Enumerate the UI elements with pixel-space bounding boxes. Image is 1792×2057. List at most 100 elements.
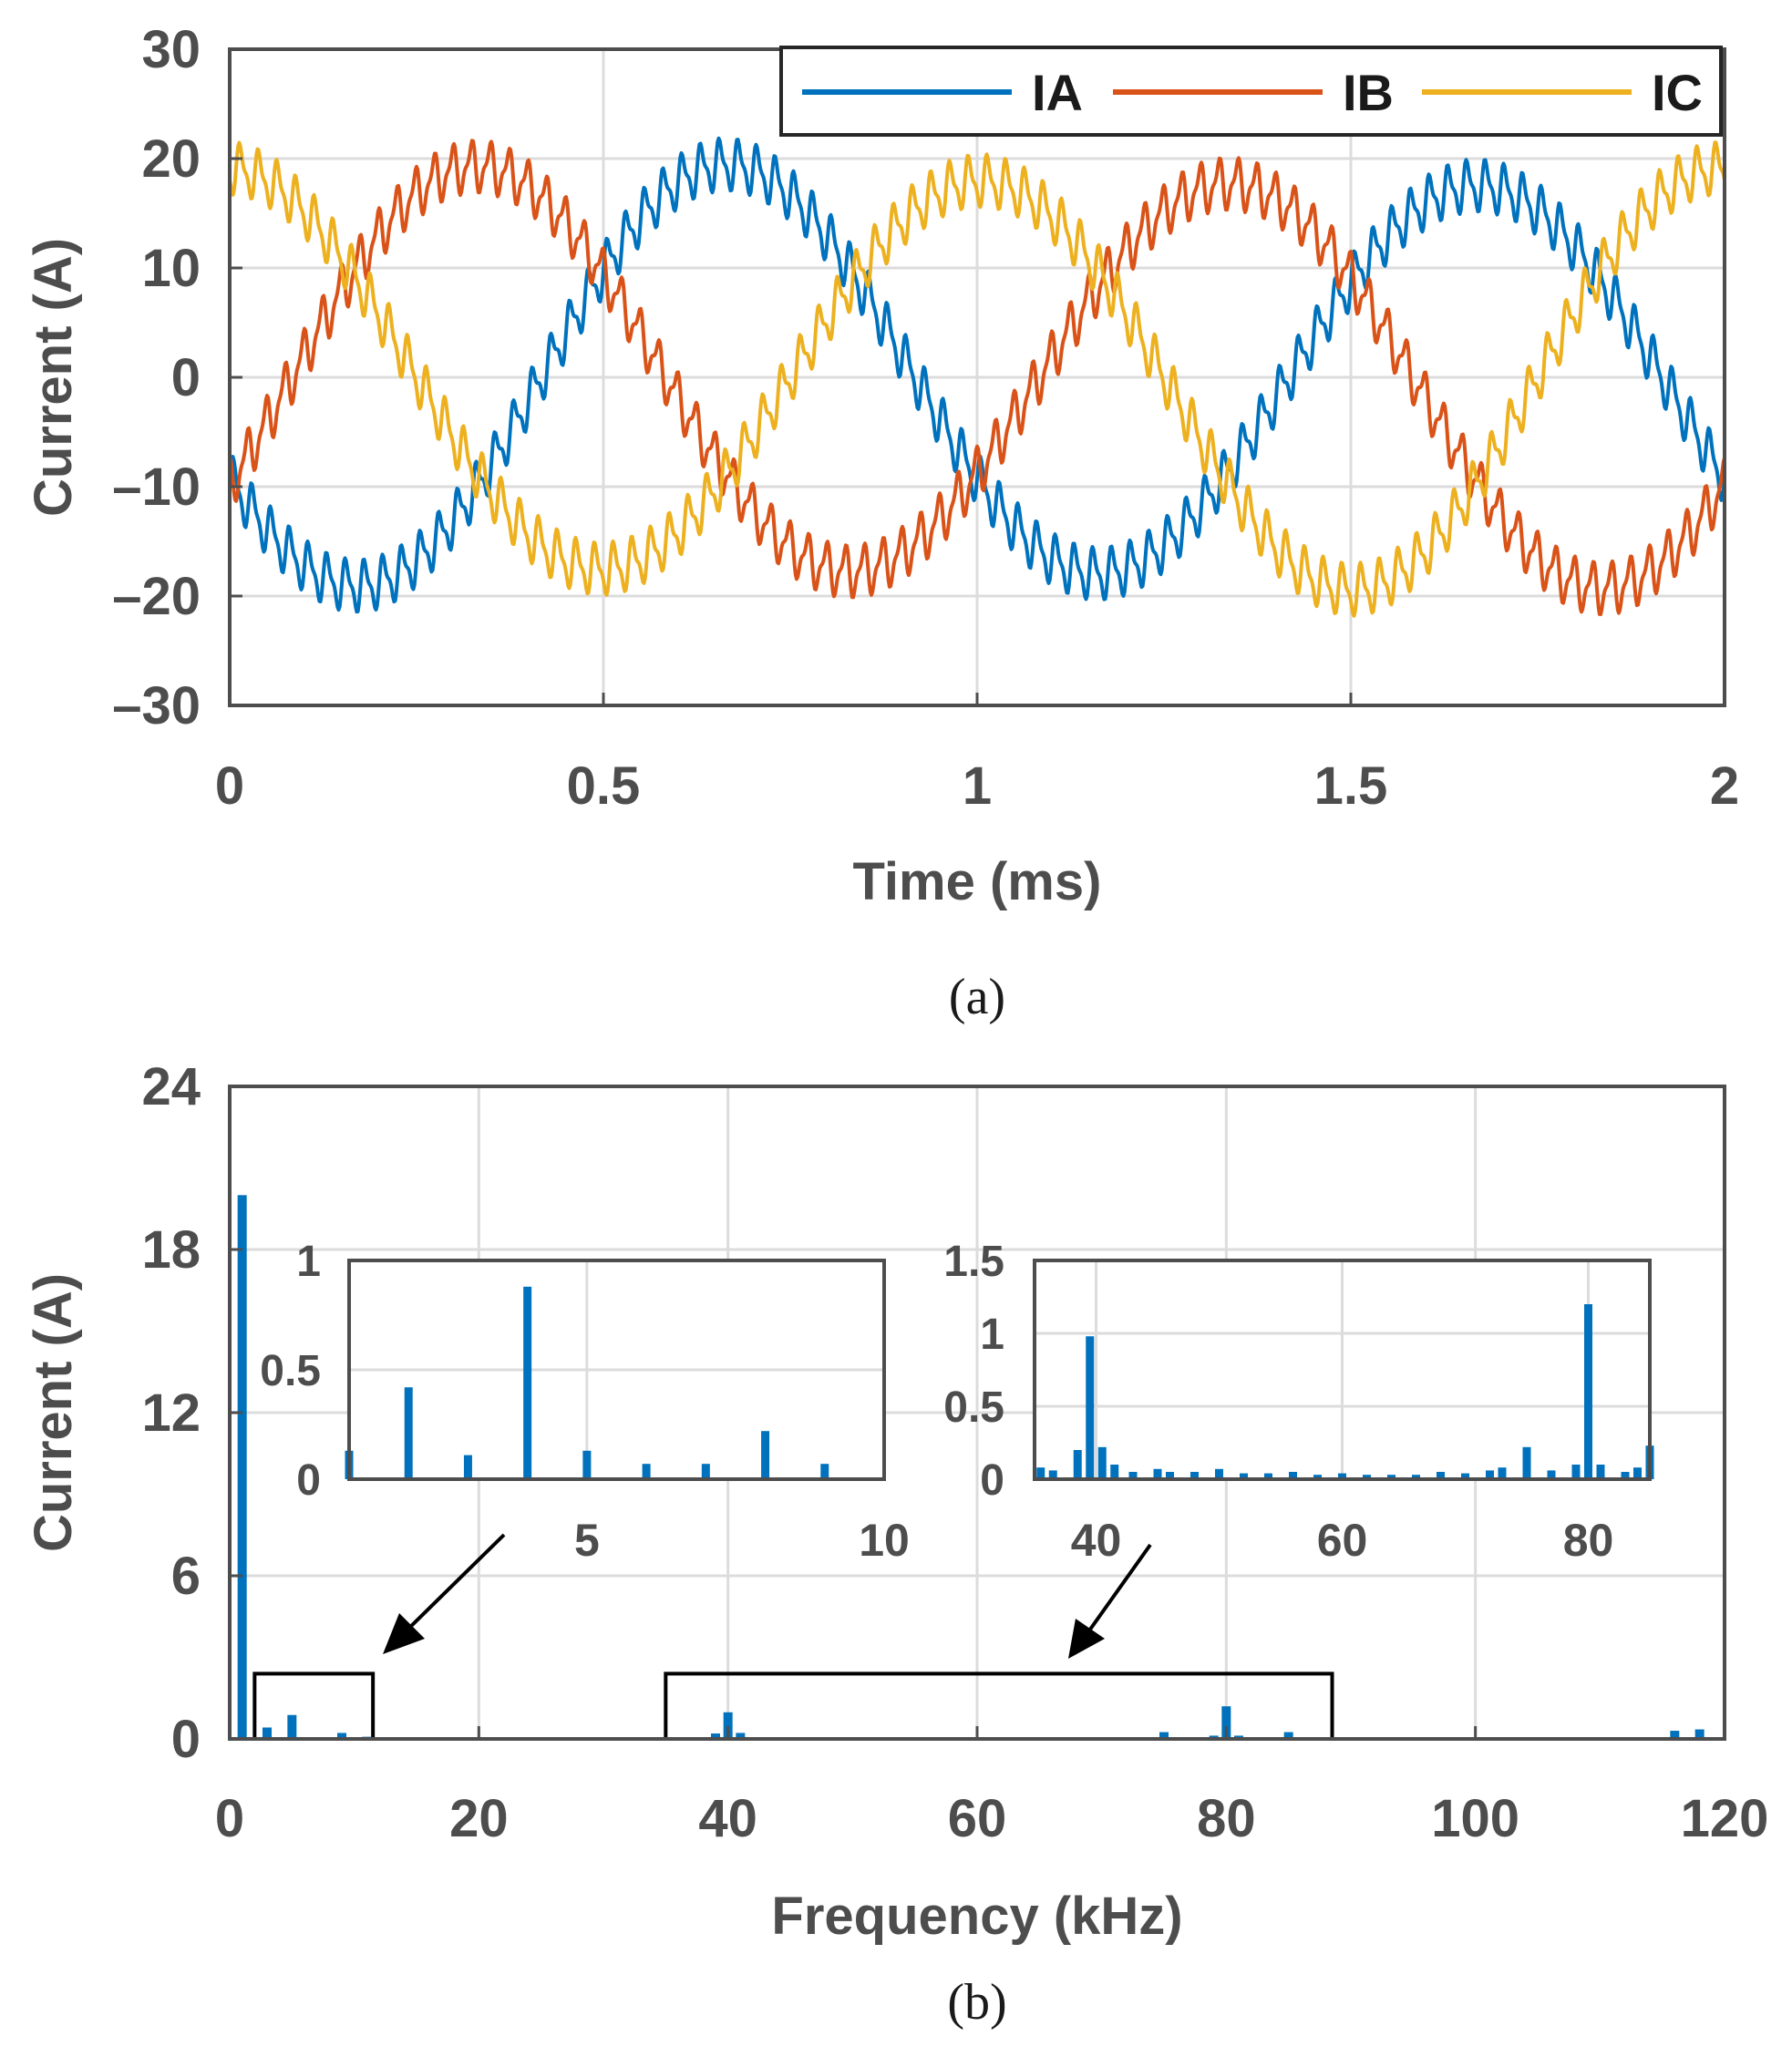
inset-bar xyxy=(463,1455,472,1479)
inset-ytick-label: 1 xyxy=(296,1238,321,1286)
inset-ytick-label: 0 xyxy=(296,1456,321,1505)
inset-bar xyxy=(1584,1304,1592,1479)
chart-b-xtick-label: 60 xyxy=(948,1789,1007,1848)
inset-bar xyxy=(1437,1472,1445,1479)
chart-b-ytick-label: 12 xyxy=(141,1383,201,1443)
inset-frame xyxy=(1033,1259,1652,1481)
inset-ytick-label: 0 xyxy=(980,1456,1004,1505)
inset-ytick-label: 0.5 xyxy=(943,1383,1004,1432)
chart-a-caption: (a) xyxy=(949,969,1005,1025)
spectrum-bar xyxy=(1283,1732,1293,1739)
zoom-arrows xyxy=(383,1533,1152,1659)
inset-bar xyxy=(1387,1475,1395,1479)
chart-a-xtick-label: 0.5 xyxy=(567,756,641,816)
spectrum-bar xyxy=(337,1733,346,1739)
chart-a-xtick-label: 0 xyxy=(215,756,244,816)
inset-bar xyxy=(1338,1473,1346,1479)
inset-bar xyxy=(820,1464,829,1479)
inset-bar xyxy=(701,1464,710,1479)
chart-b-zoom-boxes xyxy=(252,1671,1334,1742)
arrow-right-shaft xyxy=(1086,1543,1152,1635)
inset-bar xyxy=(761,1431,770,1479)
inset-bar xyxy=(1461,1473,1469,1479)
chart-a-ytick-label: 10 xyxy=(141,239,201,298)
inset-bar xyxy=(1086,1336,1095,1479)
spectrum-bar xyxy=(1694,1729,1704,1739)
inset-ytick-label: 1.5 xyxy=(943,1238,1004,1286)
inset-bar xyxy=(1048,1470,1057,1479)
spectrum-bar xyxy=(263,1727,272,1739)
chart-a-xtick-label: 1 xyxy=(963,756,992,816)
inset-bar xyxy=(523,1286,532,1479)
arrow-left-shaft xyxy=(399,1533,506,1638)
chart-a: 0 0.5 1 1.5 2 –30 –20 –10 0 10 20 30 IA IB IC Current… xyxy=(24,20,1739,1025)
inset-bar xyxy=(1190,1472,1199,1479)
chart-b-caption: (b) xyxy=(947,1974,1006,2031)
inset-high-frequency: 40 60 80 0 0.5 1 1.5 xyxy=(943,1238,1654,1566)
zoom-box-1 xyxy=(252,1671,376,1742)
chart-a-xlabel: Time (ms) xyxy=(853,852,1102,911)
chart-b-ytick-label: 0 xyxy=(171,1710,201,1769)
chart-a-ytick-label: –20 xyxy=(112,567,201,626)
inset-bar xyxy=(1240,1473,1248,1479)
legend-label-ia: IA xyxy=(1032,64,1083,121)
inset-bar xyxy=(1215,1468,1223,1479)
inset-bar xyxy=(1153,1468,1162,1479)
inset-bar xyxy=(1621,1472,1630,1479)
spectrum-bar xyxy=(287,1714,297,1739)
inset-bar xyxy=(1097,1446,1107,1479)
inset-bar xyxy=(1363,1475,1371,1479)
chart-b-ytick-label: 18 xyxy=(141,1220,201,1280)
spectrum-bar xyxy=(1159,1732,1169,1739)
series-line-ic xyxy=(228,140,1726,618)
chart-b-xtick-label: 0 xyxy=(215,1789,244,1848)
inset-bar xyxy=(1073,1450,1082,1479)
inset-bar xyxy=(1522,1446,1531,1479)
inset-bar xyxy=(1571,1465,1581,1479)
inset-bar xyxy=(582,1450,592,1479)
chart-a-series xyxy=(228,136,1726,618)
inset-xtick-label: 60 xyxy=(1317,1515,1368,1566)
chart-b-xtick-label: 40 xyxy=(698,1789,757,1848)
inset-low-frequency: 5 10 0 0.5 1 xyxy=(260,1238,910,1566)
inset-xtick-label: 10 xyxy=(859,1515,910,1566)
inset-bar xyxy=(1166,1472,1174,1479)
inset-bar xyxy=(642,1464,651,1479)
inset-bar xyxy=(1486,1470,1494,1479)
inset-frame xyxy=(347,1259,886,1481)
chart-b-ylabel: Current (A) xyxy=(24,1273,83,1552)
inset-xtick-label: 40 xyxy=(1071,1515,1122,1566)
inset-bar xyxy=(1412,1475,1420,1479)
chart-a-ytick-label: 20 xyxy=(141,129,201,189)
chart-b-xtick-label: 100 xyxy=(1431,1789,1519,1848)
chart-a-ytick-label: 0 xyxy=(171,348,201,407)
inset-bar xyxy=(404,1387,413,1479)
spectrum-bar xyxy=(711,1733,720,1739)
inset-bar xyxy=(1547,1470,1556,1479)
inset-ytick-label: 0.5 xyxy=(260,1347,321,1395)
inset-bar xyxy=(1633,1467,1642,1479)
chart-a-ticks: 0 0.5 1 1.5 2 –30 –20 –10 0 10 20 30 xyxy=(112,20,1739,816)
spectrum-bar xyxy=(723,1712,733,1739)
chart-a-ylabel: Current (A) xyxy=(24,238,83,517)
legend-label-ic: IC xyxy=(1652,64,1703,121)
zoom-box-2 xyxy=(664,1671,1334,1742)
inset-ytick-label: 1 xyxy=(980,1311,1004,1359)
spectrum-bar xyxy=(1670,1731,1680,1739)
chart-a-xtick-label: 2 xyxy=(1710,756,1739,816)
spectrum-bar xyxy=(1221,1706,1231,1739)
chart-a-ytick-label: –30 xyxy=(112,676,201,735)
chart-a-ytick-label: –10 xyxy=(112,458,201,517)
arrow-left-head xyxy=(383,1613,425,1654)
legend-label-ib: IB xyxy=(1343,64,1394,121)
spectrum-bar xyxy=(237,1195,247,1739)
arrow-right-head xyxy=(1068,1619,1105,1659)
inset-xtick-label: 80 xyxy=(1563,1515,1614,1566)
inset-bar xyxy=(1313,1475,1322,1479)
inset-bar xyxy=(1289,1472,1297,1479)
spectrum-bar xyxy=(736,1733,746,1739)
chart-b-xtick-label: 120 xyxy=(1681,1789,1769,1848)
